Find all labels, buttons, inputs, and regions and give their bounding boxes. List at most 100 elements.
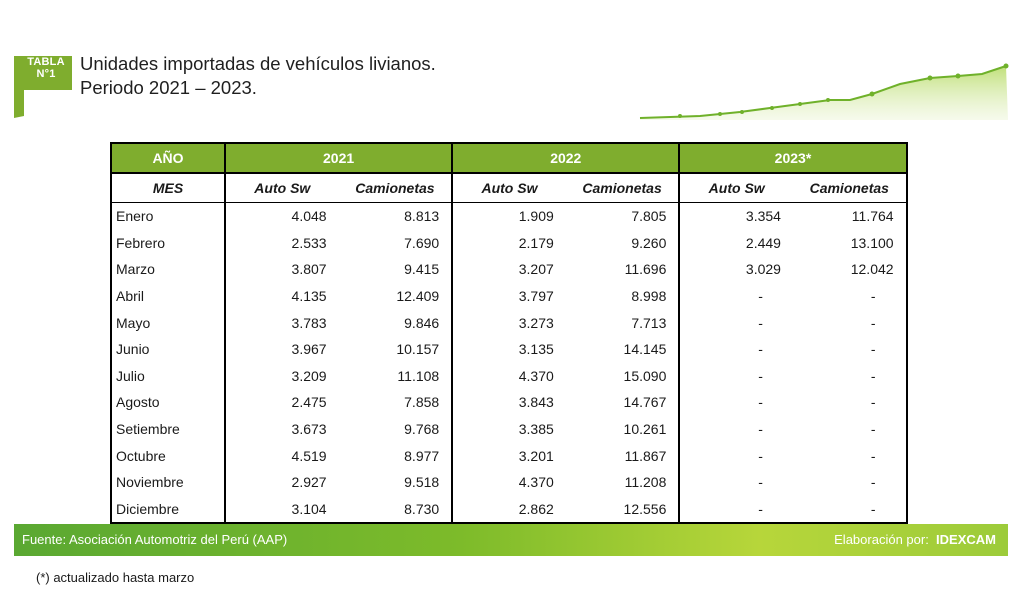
camionetas-cell-2023: 12.042 <box>792 256 908 283</box>
header-decoration <box>14 56 1009 121</box>
auto-sw-cell-2022: 3.797 <box>518 288 554 305</box>
auto-sw-cell-2022: 4.370 <box>518 474 554 491</box>
camionetas-cell-2023: - <box>792 415 908 443</box>
auto-sw-cell-2021: 3.967 <box>291 341 327 358</box>
auto-sw-cell-2021: 4.048 <box>291 208 327 225</box>
sub-header-row: MES Auto Sw Camionetas Auto Sw Camioneta… <box>110 172 908 203</box>
auto-sw-cell-2023: - <box>679 495 793 525</box>
auto-sw-cell-2022: 2.862 <box>452 495 566 525</box>
badge-label: TABLA <box>27 56 65 68</box>
camionetas-cell-2022: 14.145 <box>565 335 681 363</box>
table-row: Agosto 2.475 7.858 3.843 14.767 - - <box>110 389 908 416</box>
auto-sw-cell-2021: 2.475 <box>291 394 327 411</box>
camionetas-cell-2023: - <box>792 335 908 363</box>
table-row: Julio 3.209 11.108 4.370 15.090 - - <box>110 362 908 390</box>
month-cell: Julio <box>110 362 226 390</box>
auto-sw-cell-2023: - <box>758 394 763 411</box>
auto-sw-cell-2021: 3.807 <box>291 261 327 278</box>
footnote: (*) actualizado hasta marzo <box>36 570 195 585</box>
badge-number: N°1 <box>36 68 56 80</box>
table-row: Febrero 2.533 7.690 2.179 9.260 2.449 13.100 <box>110 229 908 257</box>
month-cell: Noviembre <box>110 468 226 496</box>
camionetas-cell-2022: 7.805 <box>565 202 681 230</box>
year-2021-header: 2021 <box>223 142 454 174</box>
source-value: Asociación Automotriz del Perú (AAP) <box>69 532 288 547</box>
camionetas-cell-2021: 10.157 <box>338 335 454 363</box>
table-row: Setiembre 3.673 9.768 3.385 10.261 - - <box>110 415 908 443</box>
auto-sw-cell-2022: 3.207 <box>518 261 554 278</box>
table-row: Enero 4.048 8.813 1.909 7.805 3.354 11.764 <box>110 202 908 230</box>
camionetas-cell-2023: - <box>792 468 908 496</box>
month-cell: Abril <box>110 282 226 310</box>
camionetas-cell-2022: 12.556 <box>565 495 681 525</box>
camionetas-cell-2022: 11.696 <box>565 256 681 283</box>
month-cell: Agosto <box>110 389 226 416</box>
table-row: Diciembre 3.104 8.730 2.862 12.556- - <box>110 495 908 525</box>
auto-sw-cell-2022: 3.201 <box>518 447 554 464</box>
camionetas-cell-2021: 9.846 <box>338 309 454 336</box>
auto-sw-cell-2023: - <box>758 288 763 305</box>
camionetas-cell-2023: - <box>792 309 908 336</box>
camionetas-cell-2021: 8.730 <box>338 495 454 525</box>
auto-sw-cell-2021: 4.135 <box>291 288 327 305</box>
title-line-2: Periodo 2021 – 2023. <box>80 77 257 98</box>
year-2022-header: 2022 <box>451 142 681 174</box>
table-row: Marzo 3.807 9.415 3.207 11.696 3.029 12.042 <box>110 256 908 283</box>
camionetas-cell-2023: - <box>792 282 908 310</box>
camionetas-cell-2022: 14.767 <box>565 389 681 416</box>
table-badge: TABLA N°1 <box>22 56 70 80</box>
auto-sw-cell-2021: 3.673 <box>291 421 327 438</box>
page-title: Unidades importadas de vehículos liviano… <box>80 52 436 100</box>
auto-sw-cell-2022: 4.370 <box>518 367 554 384</box>
table-row: Abril 4.135 12.409 3.797 8.998 - - <box>110 282 908 310</box>
camionetas-cell-2023: - <box>792 442 908 469</box>
camionetas-cell-2023: - <box>792 362 908 390</box>
source-label: Fuente: <box>22 532 67 547</box>
auto-sw-cell-2023: 2.449 <box>745 234 781 251</box>
mountain-graphic <box>640 66 1008 120</box>
data-table-wrapper: AÑO 2021 2022 2023* MES Auto Sw Camionet… <box>110 142 908 525</box>
auto-sw-cell-2021: 3.209 <box>291 367 327 384</box>
auto-sw-cell-2023: 3.354 <box>745 208 781 225</box>
month-cell: Enero <box>110 202 226 230</box>
camionetas-cell-2022: 10.261 <box>565 415 681 443</box>
auto-sw-cell-2023: 3.029 <box>745 261 781 278</box>
auto-sw-cell-2023: - <box>758 367 763 384</box>
camionetas-cell-2022: 9.260 <box>565 229 681 257</box>
elaboration-label: Elaboración por: <box>834 532 929 547</box>
camionetas-cell-2021: 9.768 <box>338 415 454 443</box>
camionetas-cell-2021: 12.409 <box>338 282 454 310</box>
source-footer: Fuente: Asociación Automotriz del Perú (… <box>14 524 1008 556</box>
auto-sw-cell-2023: - <box>758 447 763 464</box>
month-cell: Diciembre <box>110 495 226 525</box>
elaboration-text: Elaboración por: IDEXCAM <box>834 532 996 547</box>
month-cell: Setiembre <box>110 415 226 443</box>
month-cell: Marzo <box>110 256 226 283</box>
month-column-header: MES <box>110 172 226 203</box>
auto-sw-cell-2023: - <box>758 474 763 491</box>
month-cell: Febrero <box>110 229 226 257</box>
auto-sw-cell-2021: 3.104 <box>225 495 339 525</box>
camionetas-cell-2023: 13.100 <box>792 229 908 257</box>
header: TABLA N°1 Unidades importadas de vehícul… <box>0 0 1020 130</box>
table-row: Noviembre 2.927 9.518 4.370 11.208 - - <box>110 468 908 496</box>
badge-shape <box>14 56 72 118</box>
auto-sw-cell-2022: 3.135 <box>518 341 554 358</box>
auto-sw-cell-2021: 4.519 <box>291 447 327 464</box>
camionetas-cell-2021: 9.415 <box>338 256 454 283</box>
camionetas-cell-2023: - <box>792 389 908 416</box>
camionetas-cell-2021: 7.858 <box>338 389 454 416</box>
camionetas-header-2023: Camionetas <box>792 172 908 203</box>
auto-sw-cell-2021: 3.783 <box>291 314 327 331</box>
auto-sw-header-2023: Auto Sw <box>679 172 793 203</box>
auto-sw-cell-2022: 1.909 <box>518 208 554 225</box>
auto-sw-cell-2022: 3.843 <box>518 394 554 411</box>
table-row: Junio 3.967 10.157 3.135 14.145 - - <box>110 335 908 363</box>
auto-sw-cell-2022: 2.179 <box>518 234 554 251</box>
auto-sw-cell-2022: 3.385 <box>518 421 554 438</box>
camionetas-header-2022: Camionetas <box>565 172 681 203</box>
auto-sw-header-2021: Auto Sw <box>225 172 339 203</box>
auto-sw-cell-2023: - <box>758 341 763 358</box>
year-header-row: AÑO 2021 2022 2023* <box>110 142 908 174</box>
auto-sw-cell-2023: - <box>758 314 763 331</box>
